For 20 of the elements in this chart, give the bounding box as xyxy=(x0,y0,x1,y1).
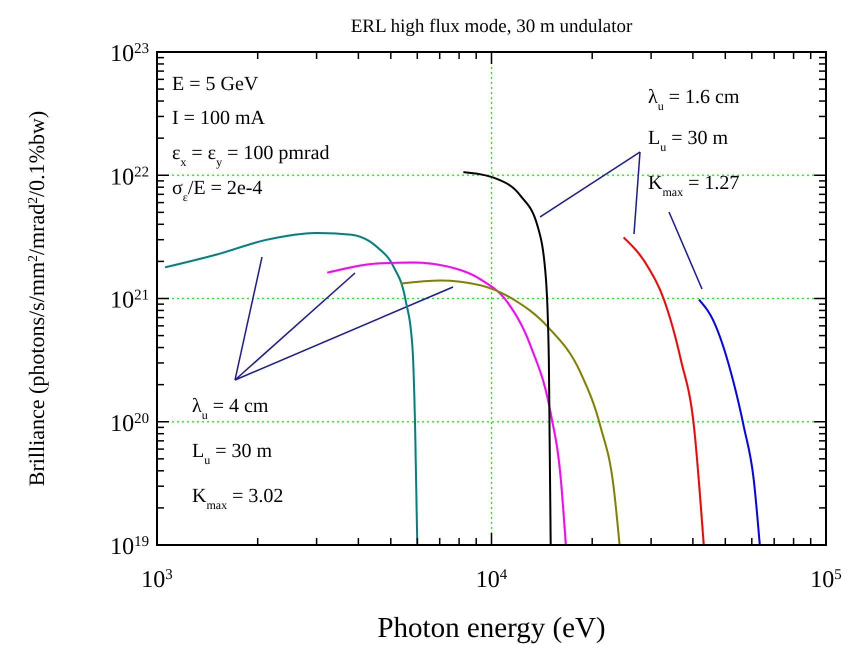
x-tick-label: 10$^{3}$ xyxy=(141,567,173,593)
y-tick-label: 10$^{22}$ xyxy=(110,164,149,190)
annotation: K$_{max}$ = 3.02 xyxy=(192,485,284,512)
x-axis-title: Photon energy (eV) xyxy=(377,612,606,644)
y-tick-label: 10$^{21}$ xyxy=(110,288,149,314)
x-tick-label: 10$^{5}$ xyxy=(810,567,842,593)
chart-title: ERL high flux mode, 30 m undulator xyxy=(350,16,633,37)
y-tick-label: 10$^{20}$ xyxy=(110,410,149,437)
y-tick-label: 10$^{23}$ xyxy=(110,41,149,67)
annotation: L$_{u}$ = 30 m xyxy=(648,127,728,154)
annotation: K$_{max}$ = 1.27 xyxy=(648,172,740,199)
annotation: σ$_{ε}$/E = 2e-4 xyxy=(172,177,262,204)
annotation: λ$_{u}$ = 4 cm xyxy=(192,395,269,422)
y-tick-label: 10$^{19}$ xyxy=(110,534,149,560)
annotation: L$_{u}$ = 30 m xyxy=(192,440,272,467)
annotation: E = 5 GeV xyxy=(172,73,259,95)
annotation: I = 100 mA xyxy=(172,107,266,129)
annotation: ε$_{x}$ = ε$_{y}$ = 100 pmrad xyxy=(172,142,330,169)
annotation: λ$_{u}$ = 1.6 cm xyxy=(648,86,740,113)
x-tick-label: 10$^{4}$ xyxy=(476,567,508,593)
